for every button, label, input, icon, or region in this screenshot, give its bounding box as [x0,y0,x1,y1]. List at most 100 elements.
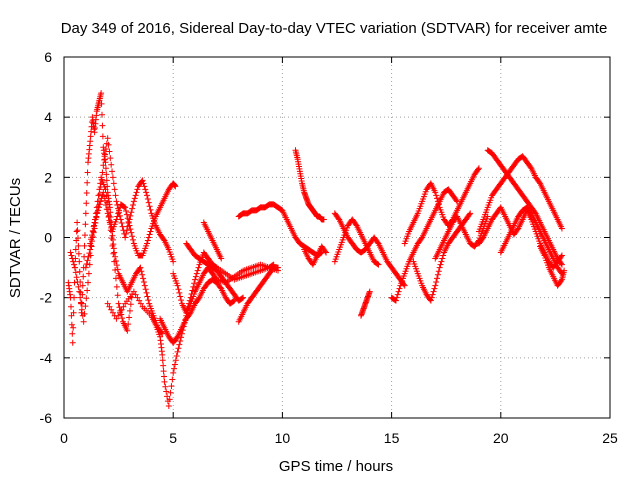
data-point [430,288,437,295]
data-point [79,291,86,298]
data-point [124,327,131,334]
data-point [126,314,133,321]
data-point [130,202,137,209]
data-point [432,282,439,289]
data-point [108,306,115,313]
data-point [185,303,192,310]
data-point [432,189,439,196]
data-point [86,250,93,257]
data-point [134,186,141,193]
data-point [173,334,180,341]
data-point [392,297,399,304]
data-point [192,273,199,280]
y-tick-label: 2 [44,169,52,185]
data-point [190,283,197,290]
data-point [191,280,198,287]
data-point [165,402,172,409]
data-point [558,260,565,267]
data-point [76,258,83,265]
data-point [96,201,103,208]
series-t14 [331,210,408,289]
data-point [132,291,139,298]
data-point [475,165,482,172]
series-t13 [301,243,330,268]
data-point [185,300,192,307]
series-t4 [87,180,179,259]
data-point [139,271,146,278]
data-point [159,357,166,364]
data-point [83,189,90,196]
data-point [176,341,183,348]
data-point [175,345,182,352]
x-tick-label: 15 [384,430,400,446]
data-point [171,365,178,372]
y-tick-label: 4 [44,109,52,125]
data-point [394,291,401,298]
data-point [114,213,121,220]
data-point [240,294,247,301]
data-point [428,294,435,301]
y-tick-labels: -6 -4 -2 0 2 4 6 [40,49,53,426]
data-point [115,312,122,319]
data-point [123,211,130,218]
data-point [527,209,534,216]
data-point [115,300,122,307]
data-point [112,253,119,260]
data-point [67,249,74,256]
data-point [130,236,137,243]
data-point [427,297,434,304]
data-point [124,215,131,222]
data-point [434,275,441,282]
chart-title: Day 349 of 2016, Sidereal Day-to-day VTE… [61,20,608,37]
data-point [113,283,120,290]
data-point [433,279,440,286]
data-point [433,192,440,199]
data-point [143,189,150,196]
data-point [87,246,94,253]
data-point [114,266,121,273]
data-point [102,186,109,193]
data-point [118,220,125,227]
data-point [558,252,565,259]
data-point [177,293,184,300]
data-point [143,192,150,199]
data-point [93,213,100,220]
data-point [352,221,359,228]
series-t6 [157,276,238,346]
data-point [561,267,568,274]
data-point [89,227,96,234]
data-point [176,289,183,296]
data-point [123,230,130,237]
data-point [118,306,125,313]
data-point [374,260,381,267]
data-point [173,353,180,360]
data-point [140,279,147,286]
data-point [322,248,329,255]
data-point [467,210,474,217]
data-point [122,234,129,241]
data-point [113,262,120,269]
data-point [144,195,151,202]
data-point [82,264,89,271]
data-point [479,235,486,242]
data-point [112,275,119,282]
data-point [114,292,121,299]
data-point [125,218,132,225]
data-point [218,255,225,262]
data-point [85,279,92,286]
data-point [128,209,135,216]
data-point [70,309,77,316]
data-point [183,309,190,316]
data-point [161,378,168,385]
data-point [76,288,83,295]
x-tick-label: 0 [60,430,68,446]
data-point [123,227,130,234]
data-point [75,242,82,249]
data-point [82,303,89,310]
data-point [434,198,441,205]
data-point [168,383,175,390]
data-point [434,271,441,278]
data-point [67,303,74,310]
x-tick-label: 25 [602,430,618,446]
data-point [375,261,382,268]
